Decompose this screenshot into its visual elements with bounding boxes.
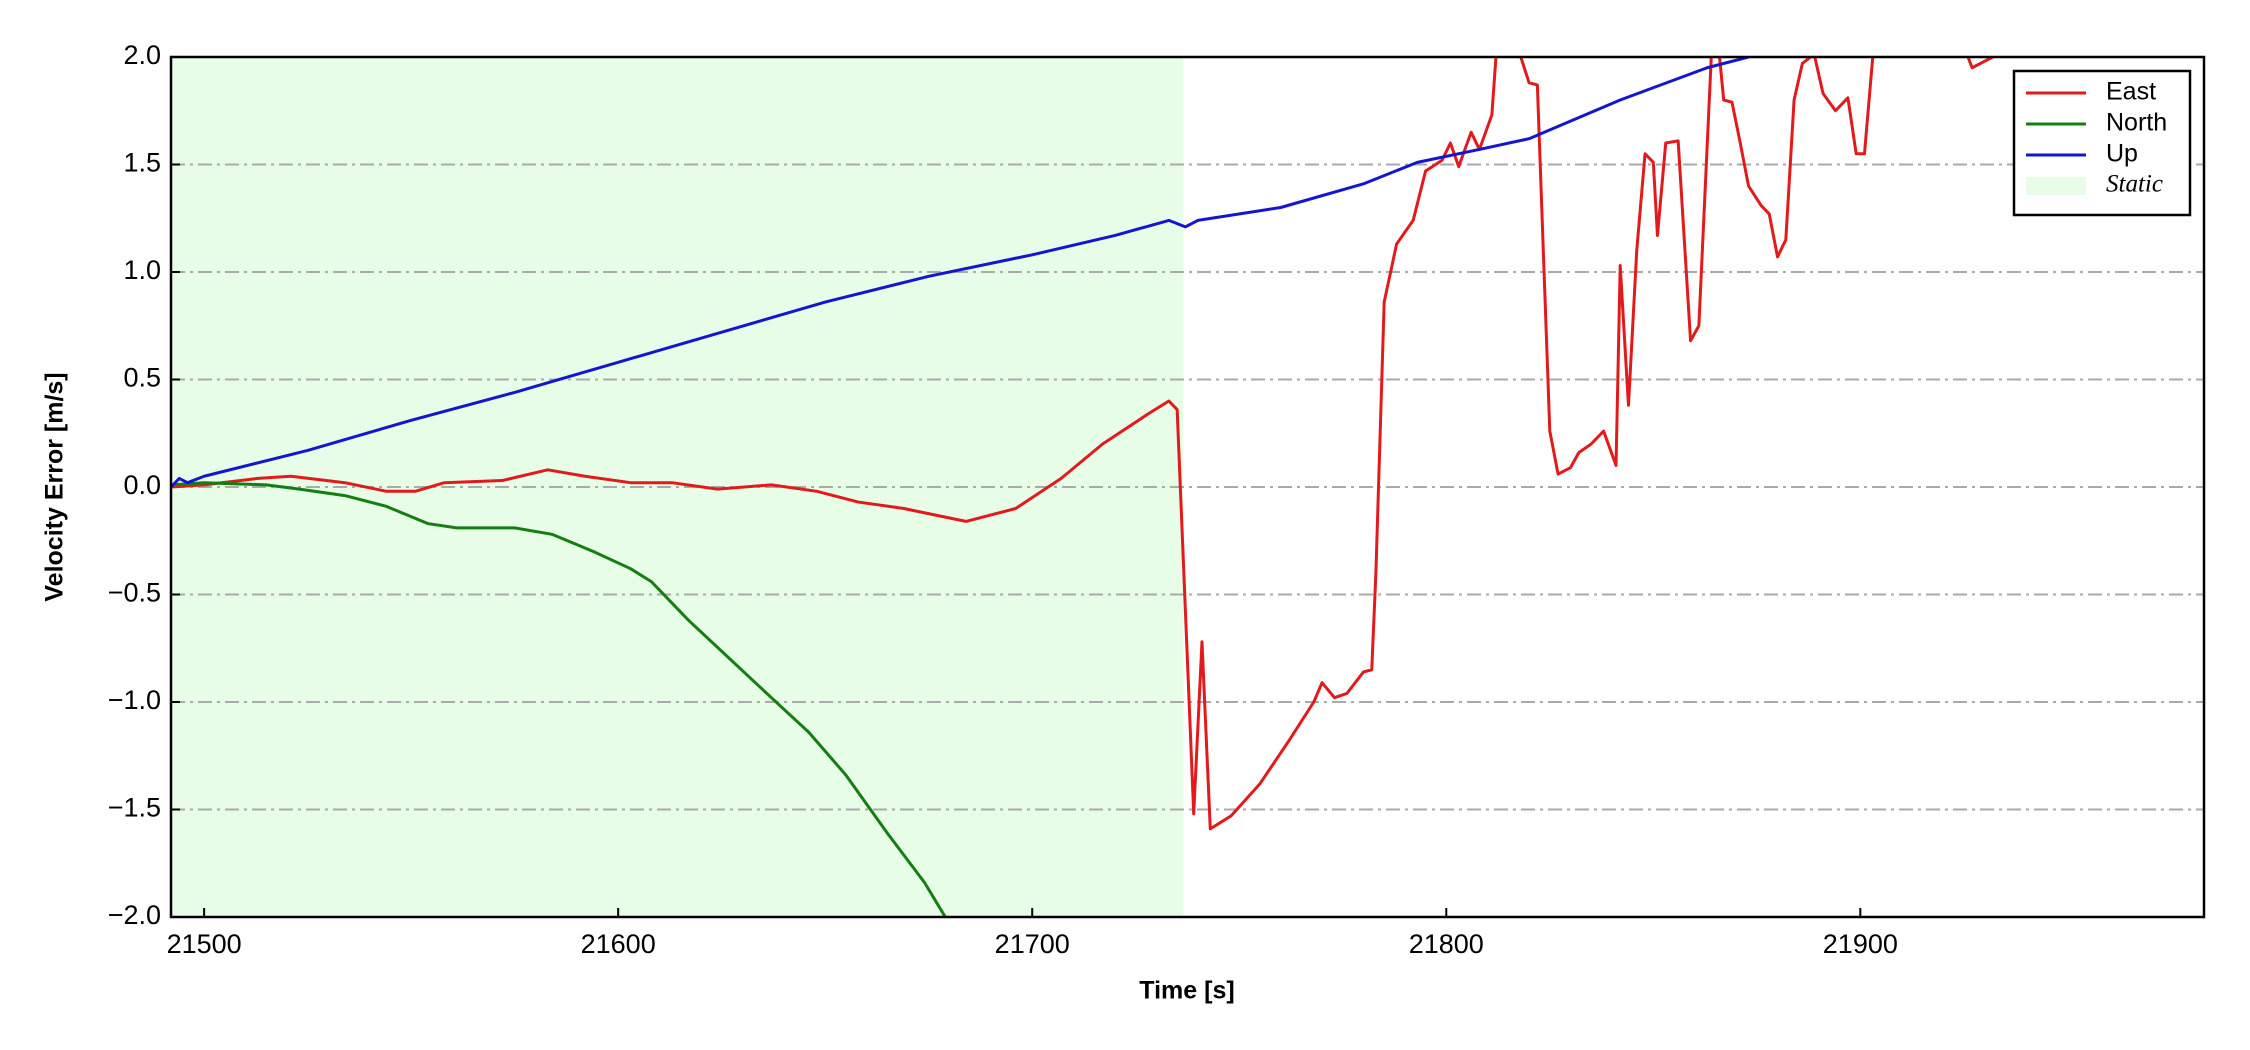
series-line <box>171 57 1994 831</box>
y-axis-label: Velocity Error [m/s] <box>41 372 69 601</box>
y-tick-label: −2.0 <box>108 900 161 930</box>
y-tick-label: 2.0 <box>123 40 161 70</box>
y-tick-label: 1.0 <box>123 255 161 285</box>
x-tick-label: 21600 <box>581 929 656 959</box>
legend-swatch <box>2026 177 2086 195</box>
series-line <box>171 481 947 917</box>
x-tick-label: 21900 <box>1823 929 1898 959</box>
series-line <box>171 57 1749 489</box>
legend-label: Static <box>2106 171 2163 198</box>
y-tick-label: 0.0 <box>123 470 161 500</box>
y-tick-label: 1.5 <box>123 148 161 178</box>
x-axis-label: Time [s] <box>1139 977 1234 1005</box>
legend-label: Up <box>2106 140 2138 168</box>
legend-label: East <box>2106 78 2156 106</box>
y-tick-label: −1.0 <box>108 685 161 715</box>
legend-label: North <box>2106 109 2167 137</box>
x-tick-label: 21800 <box>1409 929 1484 959</box>
x-tick-label: 21500 <box>167 929 242 959</box>
x-tick-label: 21700 <box>995 929 1070 959</box>
y-tick-label: 0.5 <box>123 363 161 393</box>
plot-lines <box>171 57 1994 917</box>
y-tick-label: −1.5 <box>108 793 161 823</box>
plot-frame <box>169 55 2206 919</box>
y-tick-label: −0.5 <box>108 578 161 608</box>
